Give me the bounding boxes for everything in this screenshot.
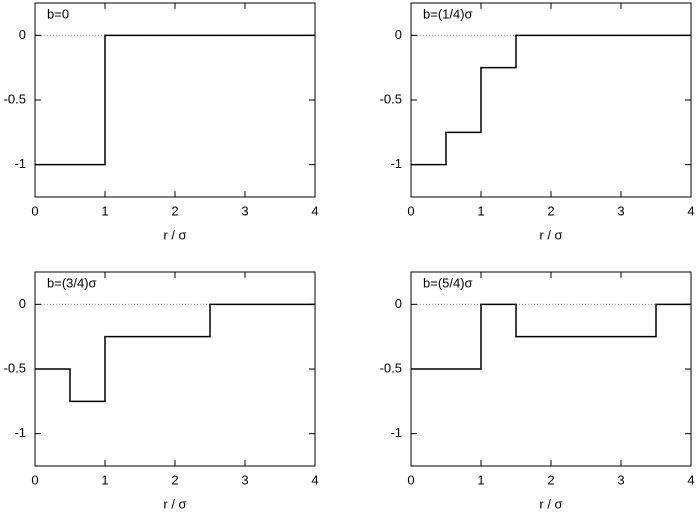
y-tick-label: -0.5 (4, 91, 26, 106)
step-line (411, 34, 691, 166)
y-tick-label: -1 (14, 156, 26, 171)
x-tick-label: 1 (477, 203, 484, 218)
x-tick-label: 3 (241, 472, 248, 487)
x-tick-label: 4 (687, 203, 694, 218)
y-tick-label: 0 (395, 27, 402, 42)
x-tick-label: 1 (477, 472, 484, 487)
step-line (35, 34, 315, 166)
x-tick-label: 0 (407, 203, 414, 218)
y-tick-label: -0.5 (380, 91, 402, 106)
y-tick-label: 0 (19, 27, 26, 42)
x-tick-label: 1 (101, 203, 108, 218)
step-line (411, 303, 691, 370)
step-line (35, 303, 315, 403)
y-tick-label: -1 (14, 425, 26, 440)
y-tick-label: -1 (390, 156, 402, 171)
x-tick-label: 3 (617, 203, 624, 218)
x-tick-label: 4 (311, 472, 318, 487)
y-tick-label: -0.5 (4, 360, 26, 375)
y-tick-label: -0.5 (380, 360, 402, 375)
x-axis-label: r / σ (163, 496, 186, 511)
y-tick-label: 0 (19, 296, 26, 311)
x-tick-label: 2 (547, 472, 554, 487)
panel-title: b=(3/4)σ (47, 275, 97, 290)
x-tick-label: 0 (31, 203, 38, 218)
panel-title: b=(1/4)σ (423, 6, 473, 21)
x-tick-label: 3 (617, 472, 624, 487)
y-tick-label: 0 (395, 296, 402, 311)
x-tick-label: 0 (407, 472, 414, 487)
x-axis-label: r / σ (163, 227, 186, 242)
x-tick-label: 2 (171, 472, 178, 487)
plot-frame (34, 2, 316, 198)
x-axis-label: r / σ (539, 227, 562, 242)
x-tick-label: 4 (687, 472, 694, 487)
x-tick-label: 3 (241, 203, 248, 218)
panel-title: b=0 (47, 6, 69, 21)
x-tick-label: 2 (171, 203, 178, 218)
plot-frame (34, 271, 316, 467)
x-tick-label: 1 (101, 472, 108, 487)
x-axis-label: r / σ (539, 496, 562, 511)
plot-frame (410, 2, 692, 198)
panel-title: b=(5/4)σ (423, 275, 473, 290)
x-tick-label: 2 (547, 203, 554, 218)
x-tick-label: 0 (31, 472, 38, 487)
y-tick-label: -1 (390, 425, 402, 440)
x-tick-label: 4 (311, 203, 318, 218)
